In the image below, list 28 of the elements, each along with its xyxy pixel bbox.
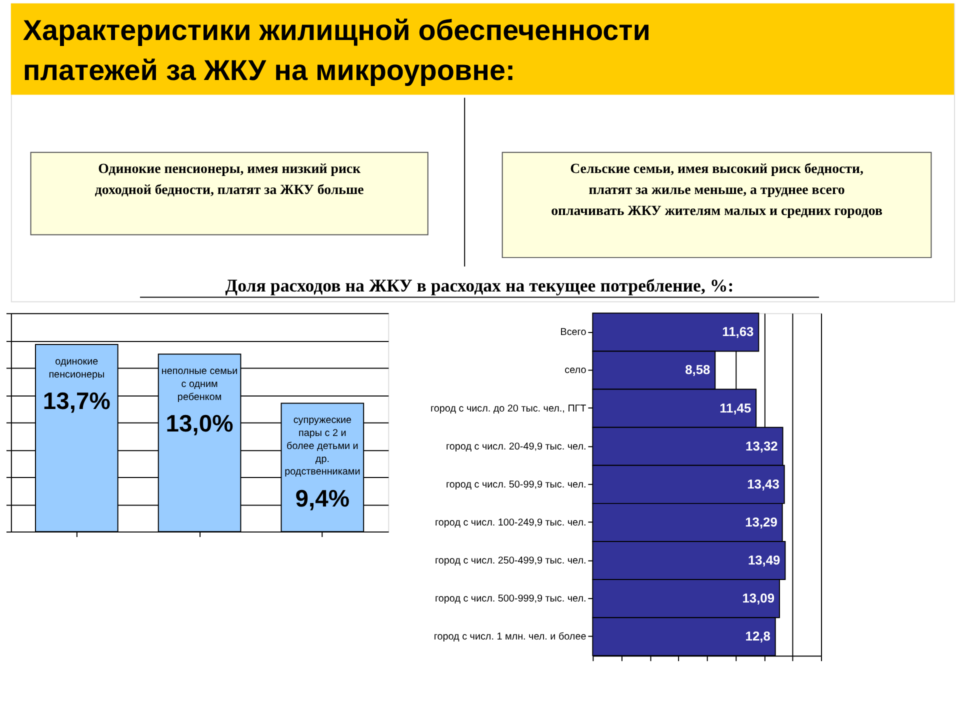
- data-label: 13,09: [742, 590, 775, 606]
- x-tick-label: одинокие пенсионеры: [48, 356, 105, 380]
- data-label: 12,8: [745, 628, 770, 644]
- text: Доля расходов на ЖКУ в расходах на текущее потребление, %:: [225, 275, 734, 296]
- chart-title: Характеристики жилищной обеспеченности платежей за ЖКУ на микроуровне:: [22, 15, 650, 87]
- text: Одинокие пенсионеры, имея низкий риск доходной бедности, платят за ЖКУ больше: [94, 162, 364, 198]
- data-label: 13,7%: [42, 388, 110, 416]
- data-label: 13,32: [746, 438, 778, 454]
- data-label: 13,49: [748, 552, 780, 568]
- y-tick-label: Всего: [560, 327, 587, 338]
- y-tick-label: город с числ. 100-249,9 тыс. чел.: [434, 517, 586, 528]
- data-label: 13,0%: [166, 410, 234, 438]
- y-tick-label: город с числ. 1 млн. чел. и более: [434, 632, 587, 643]
- y-tick-label: город с числ. 50-99,9 тыс. чел.: [446, 479, 586, 490]
- y-tick-label: город с числ. 20-49,9 тыс. чел.: [446, 441, 586, 452]
- data-label: 8,58: [685, 362, 710, 378]
- y-tick-label: город с числ. до 20 тыс. чел., ПГТ: [430, 403, 586, 414]
- x-tick-label: неполные семьи с одним ребенком: [161, 366, 238, 403]
- x-tick-label: супружеские пары с 2 и более детьми и др. родственниками: [284, 415, 360, 478]
- y-tick-label: село: [564, 365, 587, 376]
- data-label: 11,45: [720, 400, 752, 416]
- text: Сельские семьи, имея высокий риск бедности, платят за жилье меньше, а труднее всего оплачивать ЖКУ жителям малых и средних городов: [551, 162, 883, 219]
- data-label: 13,29: [745, 514, 778, 530]
- data-label: 13,43: [747, 476, 780, 492]
- data-label: 9,4%: [295, 485, 350, 512]
- y-tick-label: город с числ. 250-499,9 тыс. чел.: [434, 555, 586, 566]
- y-tick-label: город с числ. 500-999,9 тыс. чел.: [434, 594, 586, 605]
- data-label: 11,63: [722, 324, 754, 340]
